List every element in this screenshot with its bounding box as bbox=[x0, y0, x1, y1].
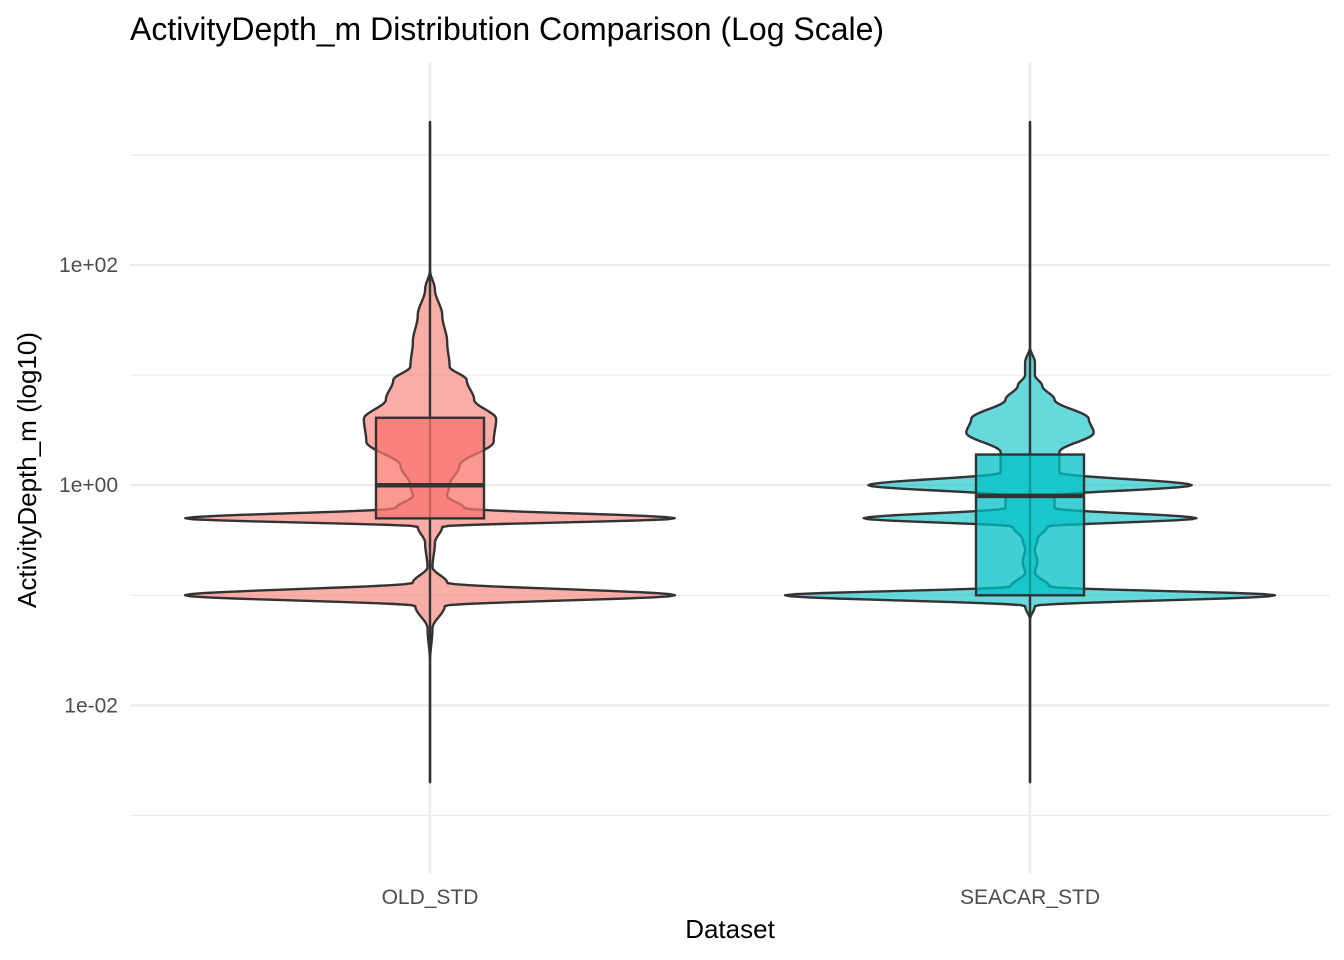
x-axis-title: Dataset bbox=[685, 914, 775, 944]
y-tick-label: 1e+00 bbox=[59, 474, 118, 497]
chart-title: ActivityDepth_m Distribution Comparison … bbox=[130, 11, 884, 47]
box-seacar-std bbox=[974, 453, 1086, 597]
grid-lines bbox=[130, 62, 1330, 873]
box-old-std bbox=[374, 416, 486, 520]
x-tick-label: SEACAR_STD bbox=[960, 886, 1100, 909]
y-tick-label: 1e-02 bbox=[64, 694, 118, 717]
y-axis-title: ActivityDepth_m (log10) bbox=[12, 332, 42, 608]
y-tick-label: 1e+02 bbox=[59, 254, 118, 277]
x-tick-label: OLD_STD bbox=[382, 886, 479, 909]
axis-labels: 1e-02 1e+00 1e+02 OLD_STD SEACAR_STD bbox=[59, 254, 1100, 909]
violin-layer bbox=[183, 120, 1277, 784]
box-layer bbox=[374, 121, 1086, 783]
